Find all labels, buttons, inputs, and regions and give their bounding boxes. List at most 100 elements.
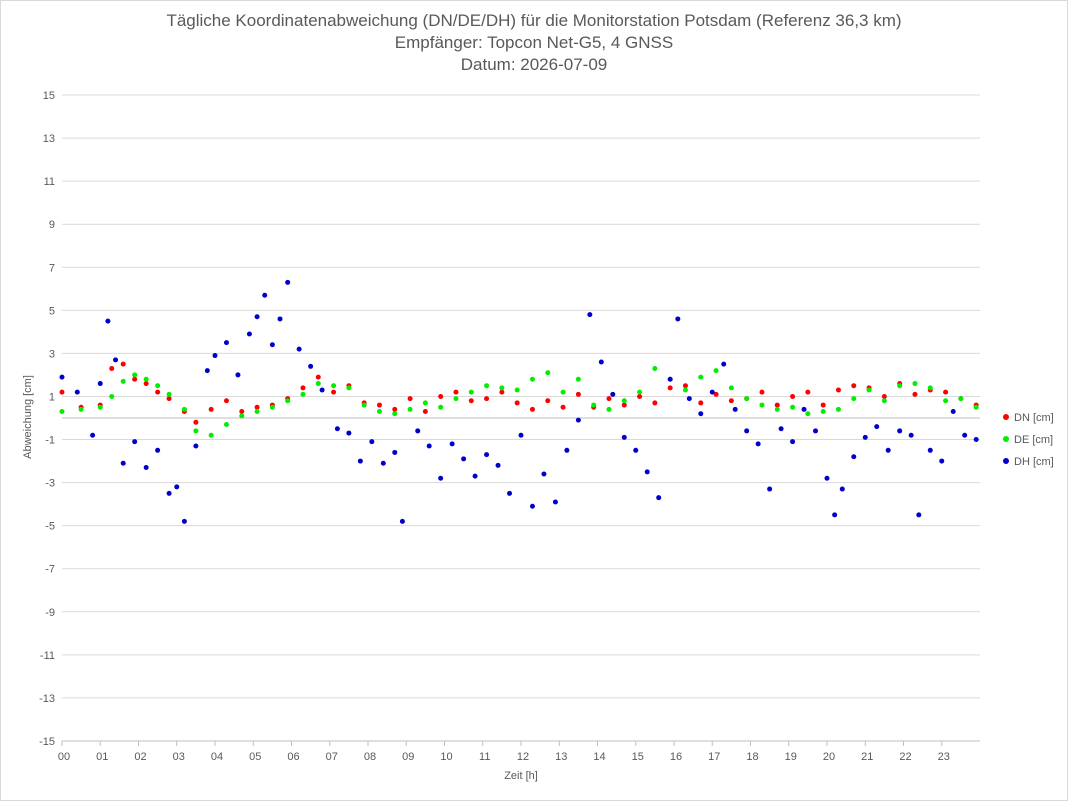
y-tick-label: -15 — [39, 736, 55, 748]
data-point — [598, 359, 604, 365]
data-point — [755, 441, 761, 447]
data-point — [499, 385, 505, 391]
data-point — [90, 432, 96, 438]
data-point — [223, 421, 229, 427]
data-point — [269, 342, 275, 348]
x-tick-label: 00 — [58, 751, 70, 763]
data-point — [832, 512, 838, 518]
data-point — [254, 314, 260, 320]
data-point — [874, 424, 880, 430]
data-point — [774, 402, 780, 408]
data-points — [59, 279, 979, 524]
data-point — [759, 389, 765, 395]
x-tick-label: 05 — [249, 751, 261, 763]
data-point — [606, 396, 612, 402]
data-point — [376, 409, 382, 415]
data-point — [973, 404, 979, 410]
y-tick-label: 11 — [44, 176, 55, 188]
data-point — [499, 389, 505, 395]
x-tick-label: 15 — [632, 751, 644, 763]
data-point — [143, 381, 149, 387]
data-point — [181, 406, 187, 412]
x-tick-label: 08 — [364, 751, 376, 763]
data-point — [728, 385, 734, 391]
data-point — [376, 402, 382, 408]
x-tick-label: 02 — [134, 751, 146, 763]
y-tick-label: 13 — [43, 133, 55, 145]
data-point — [120, 460, 126, 466]
data-point — [461, 456, 467, 462]
data-point — [155, 389, 161, 395]
data-point — [713, 368, 719, 374]
data-point — [484, 396, 490, 402]
data-point — [801, 406, 807, 412]
data-point — [820, 402, 826, 408]
data-point — [155, 383, 161, 389]
x-tick-label: 23 — [938, 751, 950, 763]
data-point — [468, 398, 474, 404]
data-point — [759, 402, 765, 408]
data-point — [778, 426, 784, 432]
data-point — [916, 512, 922, 518]
data-point — [331, 389, 337, 395]
data-point — [820, 409, 826, 415]
data-point — [667, 376, 673, 382]
x-tick-label: 19 — [785, 751, 797, 763]
data-point — [193, 428, 199, 434]
data-point — [239, 409, 245, 415]
data-point — [120, 378, 126, 384]
y-tick-label: -9 — [45, 607, 55, 619]
data-point — [637, 393, 643, 399]
data-point — [908, 432, 914, 438]
data-point — [59, 409, 65, 415]
data-point — [939, 458, 945, 464]
data-point — [254, 404, 260, 410]
y-tick-label: -13 — [39, 693, 55, 705]
x-tick-label: 20 — [823, 751, 835, 763]
data-point — [652, 365, 658, 371]
data-point — [277, 316, 283, 322]
data-point — [621, 402, 627, 408]
data-point — [422, 400, 428, 406]
x-tick-label: 04 — [211, 751, 223, 763]
y-tick-label: 15 — [43, 90, 55, 102]
y-axis-label: Abweichung [cm] — [22, 375, 34, 459]
data-point — [319, 387, 325, 393]
data-point — [644, 469, 650, 475]
data-point — [369, 439, 375, 445]
data-point — [495, 462, 501, 468]
data-point — [208, 432, 214, 438]
data-point — [269, 404, 275, 410]
data-point — [315, 374, 321, 380]
data-point — [514, 387, 520, 393]
y-tick-label: -3 — [45, 478, 55, 490]
data-point — [399, 518, 405, 524]
data-point — [484, 452, 490, 458]
data-point — [484, 383, 490, 389]
x-tick-label: 12 — [517, 751, 529, 763]
data-point — [453, 396, 459, 402]
y-tick-label: 1 — [49, 391, 55, 403]
data-point — [262, 292, 268, 298]
data-point — [254, 409, 260, 415]
data-point — [897, 383, 903, 389]
data-point — [113, 357, 119, 363]
data-point — [541, 471, 547, 477]
data-point — [790, 393, 796, 399]
data-point — [97, 381, 103, 387]
chart-title: Tägliche Koordinatenabweichung (DN/DE/DH… — [166, 11, 902, 30]
data-point — [839, 486, 845, 492]
data-point — [357, 458, 363, 464]
data-point — [246, 331, 252, 337]
x-tick-label: 01 — [96, 751, 108, 763]
y-tick-label: -7 — [45, 564, 55, 576]
data-point — [713, 391, 719, 397]
data-point — [105, 318, 111, 324]
data-point — [208, 406, 214, 412]
data-point — [813, 428, 819, 434]
data-point — [285, 398, 291, 404]
y-tick-labels: 15 13 11 9 7 5 3 1 -1 -3 -5 -7 -9 -11 -13 -15 — [39, 90, 55, 748]
data-point — [958, 396, 964, 402]
data-point — [529, 376, 535, 382]
data-point — [468, 389, 474, 395]
